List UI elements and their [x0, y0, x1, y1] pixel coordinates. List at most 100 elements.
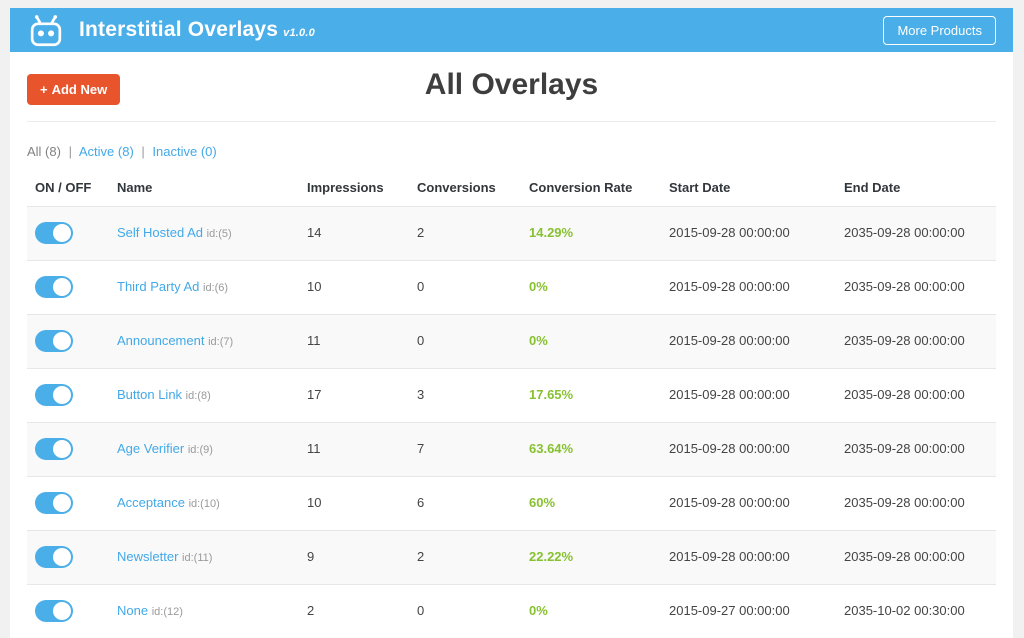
- column-header-impressions: Impressions: [299, 172, 409, 207]
- end-date-value: 2035-09-28 00:00:00: [836, 207, 996, 261]
- start-date-value: 2015-09-27 00:00:00: [661, 585, 836, 638]
- plus-icon: +: [40, 82, 48, 97]
- on-off-toggle[interactable]: [35, 492, 73, 514]
- start-date-value: 2015-09-28 00:00:00: [661, 369, 836, 423]
- toggle-knob: [53, 224, 71, 242]
- overlay-id-label: id:(10): [189, 498, 220, 510]
- impressions-value: 10: [299, 477, 409, 531]
- impressions-value: 9: [299, 531, 409, 585]
- end-date-value: 2035-09-28 00:00:00: [836, 315, 996, 369]
- on-off-toggle[interactable]: [35, 276, 73, 298]
- on-off-toggle[interactable]: [35, 546, 73, 568]
- overlay-id-label: id:(8): [186, 390, 211, 402]
- toggle-knob: [53, 602, 71, 620]
- toggle-knob: [53, 494, 71, 512]
- conversion-rate-value: 22.22%: [521, 531, 661, 585]
- start-date-value: 2015-09-28 00:00:00: [661, 531, 836, 585]
- conversion-rate-value: 17.65%: [521, 369, 661, 423]
- start-date-value: 2015-09-28 00:00:00: [661, 423, 836, 477]
- toggle-cell: [27, 315, 109, 369]
- toggle-knob: [53, 386, 71, 404]
- table-row: Self Hosted Ad id:(5) 14 2 14.29% 2015-0…: [27, 207, 996, 261]
- toggle-cell: [27, 261, 109, 315]
- plugin-page: Interstitial Overlays v1.0.0 More Produc…: [10, 8, 1013, 638]
- overlay-name-link[interactable]: Acceptance: [117, 495, 185, 510]
- more-products-button[interactable]: More Products: [883, 16, 996, 45]
- table-row: Age Verifier id:(9) 11 7 63.64% 2015-09-…: [27, 423, 996, 477]
- overlay-name-link[interactable]: None: [117, 603, 148, 618]
- conversions-value: 2: [409, 531, 521, 585]
- filter-inactive[interactable]: Inactive (0): [152, 144, 216, 159]
- column-header-conversion-rate: Conversion Rate: [521, 172, 661, 207]
- toolbar: +Add New All Overlays: [27, 52, 996, 122]
- on-off-toggle[interactable]: [35, 330, 73, 352]
- toggle-knob: [53, 440, 71, 458]
- on-off-toggle[interactable]: [35, 438, 73, 460]
- column-header-conversions: Conversions: [409, 172, 521, 207]
- conversions-value: 6: [409, 477, 521, 531]
- overlay-name-link[interactable]: Newsletter: [117, 549, 178, 564]
- overlay-name-link[interactable]: Age Verifier: [117, 441, 184, 456]
- on-off-toggle[interactable]: [35, 600, 73, 622]
- filter-active[interactable]: Active (8): [79, 144, 134, 159]
- table-row: Button Link id:(8) 17 3 17.65% 2015-09-2…: [27, 369, 996, 423]
- conversions-value: 0: [409, 585, 521, 638]
- filter-all[interactable]: All (8): [27, 144, 61, 159]
- start-date-value: 2015-09-28 00:00:00: [661, 207, 836, 261]
- overlay-id-label: id:(5): [207, 228, 232, 240]
- overlay-id-label: id:(7): [208, 336, 233, 348]
- name-cell: Age Verifier id:(9): [109, 423, 299, 477]
- name-cell: Button Link id:(8): [109, 369, 299, 423]
- impressions-value: 10: [299, 261, 409, 315]
- table-row: Acceptance id:(10) 10 6 60% 2015-09-28 0…: [27, 477, 996, 531]
- name-cell: Newsletter id:(11): [109, 531, 299, 585]
- conversion-rate-value: 14.29%: [521, 207, 661, 261]
- start-date-value: 2015-09-28 00:00:00: [661, 261, 836, 315]
- on-off-toggle[interactable]: [35, 384, 73, 406]
- column-header-start-date: Start Date: [661, 172, 836, 207]
- toggle-cell: [27, 531, 109, 585]
- overlay-name-link[interactable]: Self Hosted Ad: [117, 225, 203, 240]
- name-cell: None id:(12): [109, 585, 299, 638]
- conversions-value: 3: [409, 369, 521, 423]
- conversions-value: 0: [409, 315, 521, 369]
- impressions-value: 17: [299, 369, 409, 423]
- conversion-rate-value: 0%: [521, 585, 661, 638]
- start-date-value: 2015-09-28 00:00:00: [661, 477, 836, 531]
- filter-separator: |: [141, 144, 144, 159]
- on-off-toggle[interactable]: [35, 222, 73, 244]
- toggle-knob: [53, 332, 71, 350]
- toggle-cell: [27, 207, 109, 261]
- plugin-title: Interstitial Overlays v1.0.0: [79, 18, 315, 42]
- table-row: Announcement id:(7) 11 0 0% 2015-09-28 0…: [27, 315, 996, 369]
- overlay-id-label: id:(11): [182, 552, 212, 564]
- toggle-knob: [53, 278, 71, 296]
- conversion-rate-value: 0%: [521, 261, 661, 315]
- toggle-cell: [27, 585, 109, 638]
- overlay-id-label: id:(12): [152, 606, 183, 618]
- overlay-id-label: id:(6): [203, 282, 228, 294]
- table-row: None id:(12) 2 0 0% 2015-09-27 00:00:00 …: [27, 585, 996, 638]
- filter-separator: |: [69, 144, 72, 159]
- overlay-id-label: id:(9): [188, 444, 213, 456]
- overlay-name-link[interactable]: Third Party Ad: [117, 279, 199, 294]
- end-date-value: 2035-09-28 00:00:00: [836, 369, 996, 423]
- toggle-cell: [27, 369, 109, 423]
- conversion-rate-value: 60%: [521, 477, 661, 531]
- name-cell: Self Hosted Ad id:(5): [109, 207, 299, 261]
- toggle-knob: [53, 548, 71, 566]
- toggle-cell: [27, 423, 109, 477]
- add-new-button[interactable]: +Add New: [27, 74, 120, 105]
- page-title: All Overlays: [27, 52, 996, 102]
- conversion-rate-value: 63.64%: [521, 423, 661, 477]
- overlay-name-link[interactable]: Button Link: [117, 387, 182, 402]
- column-header-name: Name: [109, 172, 299, 207]
- conversions-value: 0: [409, 261, 521, 315]
- table-row: Newsletter id:(11) 9 2 22.22% 2015-09-28…: [27, 531, 996, 585]
- impressions-value: 11: [299, 423, 409, 477]
- overlay-name-link[interactable]: Announcement: [117, 333, 204, 348]
- content-area: +Add New All Overlays All (8) | Active (…: [10, 52, 1013, 638]
- column-header-end-date: End Date: [836, 172, 996, 207]
